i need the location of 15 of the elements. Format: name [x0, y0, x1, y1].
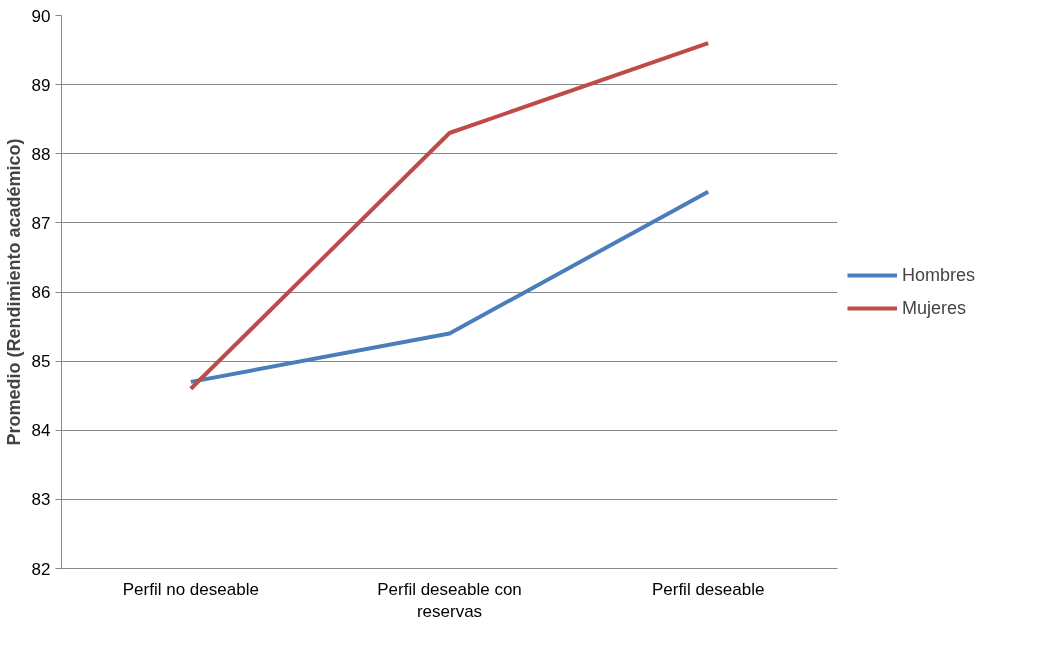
y-tick-label: 90 — [31, 6, 51, 26]
y-tick-label: 84 — [31, 421, 51, 441]
y-tick-label: 83 — [31, 490, 51, 510]
legend-label: Mujeres — [902, 297, 967, 319]
y-tick-label: 88 — [31, 144, 51, 164]
y-tick-label: 89 — [31, 75, 51, 95]
legend-label: Hombres — [902, 264, 976, 286]
y-axis-title: Promedio (Rendimiento académico) — [3, 138, 24, 446]
y-tick-label: 82 — [31, 559, 51, 579]
y-tick-label: 85 — [31, 352, 51, 372]
x-tick-label: Perfil no deseable — [122, 579, 259, 599]
x-tick-label: Perfil deseable con reservas — [377, 579, 522, 622]
y-tick-label: 86 — [31, 283, 51, 302]
x-tick-label: Perfil deseable — [651, 579, 765, 599]
y-tick-label: 87 — [31, 213, 51, 233]
